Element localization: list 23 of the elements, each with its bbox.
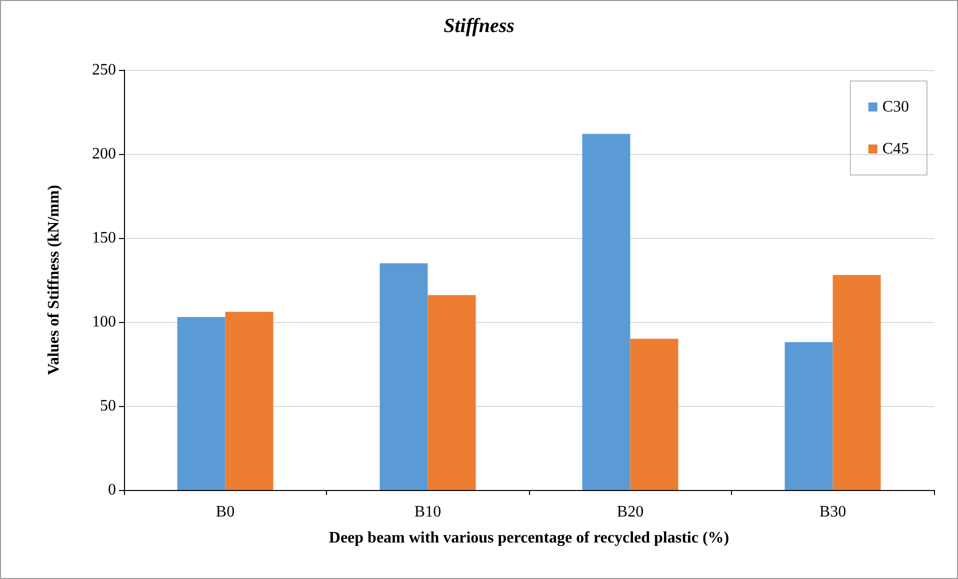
y-tick-label: 200 — [92, 146, 116, 162]
bar — [380, 263, 428, 490]
y-tick-label: 0 — [108, 482, 116, 498]
legend-label: C30 — [882, 98, 909, 116]
y-tick-label: 100 — [92, 314, 116, 330]
y-tick-label: 50 — [100, 398, 116, 414]
bar — [630, 338, 678, 490]
bar — [177, 316, 226, 490]
bar — [832, 274, 881, 490]
x-axis-title: Deep beam with various percentage of recycled plastic (%) — [328, 530, 730, 546]
bar — [784, 342, 833, 490]
x-tick-label: B10 — [414, 504, 442, 520]
y-tick-label: 150 — [92, 230, 116, 246]
bar — [582, 134, 630, 490]
y-tick-label: 250 — [92, 62, 116, 78]
x-tick-label: B20 — [616, 504, 644, 520]
x-tick-label: B0 — [216, 504, 235, 520]
bar — [225, 312, 274, 490]
x-tick-label: B30 — [819, 504, 846, 520]
y-axis-title: Values of Stiffness (kN/mm) — [46, 184, 62, 376]
legend-label: C45 — [882, 140, 909, 158]
chart-title: Stiffness — [444, 15, 515, 37]
bar — [428, 295, 476, 490]
